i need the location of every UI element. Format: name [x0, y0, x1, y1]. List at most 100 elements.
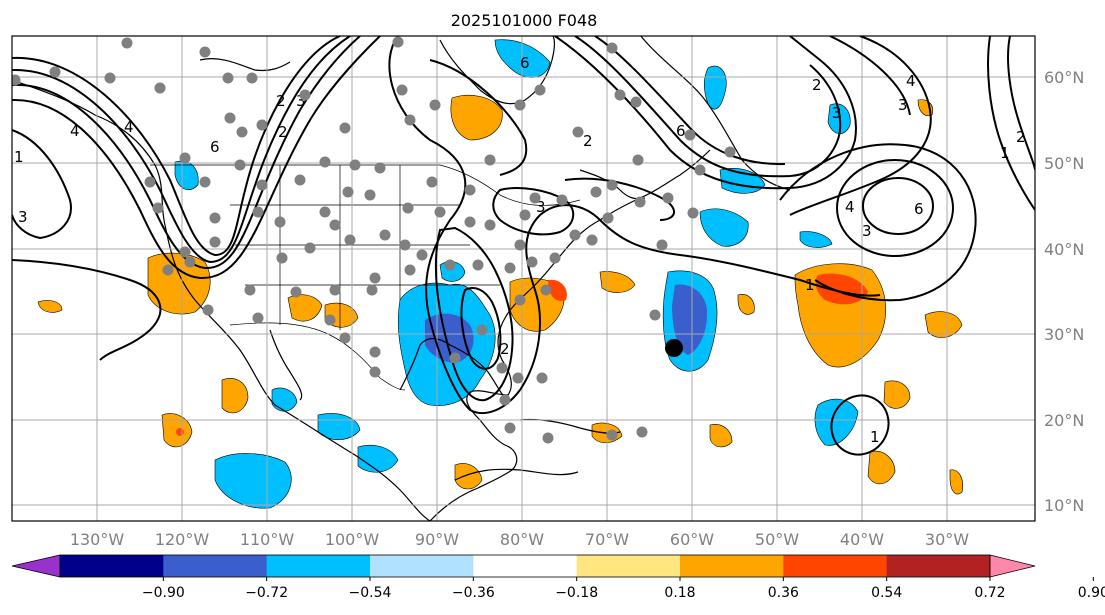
colorbar-segment: [886, 555, 991, 577]
station-marker: [416, 249, 428, 261]
lon-tick-label: 80°W: [500, 530, 544, 549]
map-frame: [11, 35, 1036, 522]
station-marker: [339, 122, 351, 134]
colorbar-tick-label: 0.72: [974, 585, 1005, 601]
contour-label: 2: [812, 76, 822, 94]
contour-label: 3: [862, 222, 872, 240]
contour-label: 3: [536, 198, 546, 216]
contour-label: 1: [1000, 144, 1010, 162]
station-marker: [649, 309, 661, 321]
station-marker: [549, 252, 561, 264]
contour-label: 6: [676, 122, 686, 140]
station-marker: [369, 366, 381, 378]
gulf-and-atlantic-coast: [429, 149, 711, 521]
station-marker: [290, 286, 302, 298]
contour-far-east-a: [987, 36, 1035, 211]
colorbar-tick-label: −0.72: [245, 585, 288, 601]
station-marker: [464, 184, 476, 196]
station-marker: [504, 262, 516, 274]
station-marker: [694, 164, 706, 176]
station-marker: [256, 179, 268, 191]
colorbar-segment: [473, 555, 578, 577]
contour-label: 3: [898, 96, 908, 114]
station-marker: [634, 196, 646, 208]
contour-label: 2: [1016, 128, 1026, 146]
lon-tick-label: 100°W: [325, 530, 380, 549]
station-marker: [234, 159, 246, 171]
station-marker: [246, 72, 258, 84]
contour-north-atlantic-b: [574, 36, 842, 178]
station-marker: [402, 202, 414, 214]
station-marker: [329, 284, 341, 296]
positive-region-california: [147, 252, 211, 315]
positive-region-far-pacific: [37, 300, 63, 313]
station-marker: [152, 202, 164, 214]
us-mexico-border: [229, 322, 406, 391]
contour-label: 2: [278, 123, 288, 141]
station-marker: [504, 422, 516, 434]
station-marker: [656, 239, 668, 251]
lon-tick-label: 40°W: [840, 530, 884, 549]
contour-west-d: [12, 36, 381, 280]
positive-region-atlantic-west: [599, 271, 636, 293]
station-marker: [449, 352, 461, 364]
positive-core-southeast-us: [548, 279, 567, 302]
lat-tick-label: 50°N: [1044, 154, 1084, 173]
station-marker: [514, 239, 526, 251]
positive-region-bermuda-east: [737, 294, 755, 315]
station-marker: [444, 259, 456, 271]
contour-label: 3: [18, 208, 28, 226]
positive-region-ontario: [450, 95, 503, 141]
station-marker: [222, 72, 234, 84]
station-marker: [329, 219, 341, 231]
lon-tick-label: 90°W: [415, 530, 459, 549]
contour-lines: [12, 36, 1035, 456]
station-marker: [244, 284, 256, 296]
station-marker: [319, 156, 331, 168]
station-marker: [484, 219, 496, 231]
contour-new-england: [564, 177, 675, 221]
station-marker: [154, 82, 166, 94]
station-marker: [586, 234, 598, 246]
station-marker: [526, 256, 538, 268]
station-marker: [536, 372, 548, 384]
station-marker: [276, 252, 288, 264]
central-america: [454, 468, 579, 481]
station-marker: [202, 304, 214, 316]
station-marker: [199, 176, 211, 188]
station-marker: [209, 236, 221, 248]
station-marker: [236, 126, 248, 138]
station-marker: [256, 119, 268, 131]
station-marker: [534, 84, 546, 96]
station-marker: [632, 154, 644, 166]
station-marker: [514, 99, 526, 111]
station-marker: [434, 206, 446, 218]
station-marker: [429, 99, 441, 111]
contour-label: 1: [805, 276, 815, 294]
contour-label: 2: [500, 340, 510, 358]
lat-tick-label: 60°N: [1044, 68, 1084, 87]
contour-label: 6: [520, 54, 530, 72]
contour-west-a: [12, 36, 341, 257]
colorbar-tick-label: 0.18: [664, 585, 695, 601]
colorbar-extend-min: [11, 554, 61, 578]
station-marker: [606, 429, 618, 441]
station-marker: [374, 162, 386, 174]
colorbar-tick-label: −0.54: [349, 585, 392, 601]
station-marker: [294, 174, 306, 186]
contour-azores-inner: [862, 177, 934, 235]
contour-label: 4: [124, 118, 134, 136]
lon-tick-label: 130°W: [70, 530, 125, 549]
contour-label: 3: [296, 92, 306, 110]
gulf-of-mexico-coast: [399, 338, 506, 399]
lon-tick-label: 50°W: [755, 530, 799, 549]
colorbar-tick-label: 0.90: [1078, 585, 1105, 601]
contour-label: 1: [14, 148, 24, 166]
station-marker: [324, 314, 336, 326]
contour-label: 2: [276, 92, 286, 110]
station-marker: [379, 229, 391, 241]
negative-region-east-atlantic: [814, 398, 859, 446]
negative-region-baja: [271, 387, 298, 412]
contour-west-e: [12, 259, 162, 361]
station-marker: [514, 294, 526, 306]
